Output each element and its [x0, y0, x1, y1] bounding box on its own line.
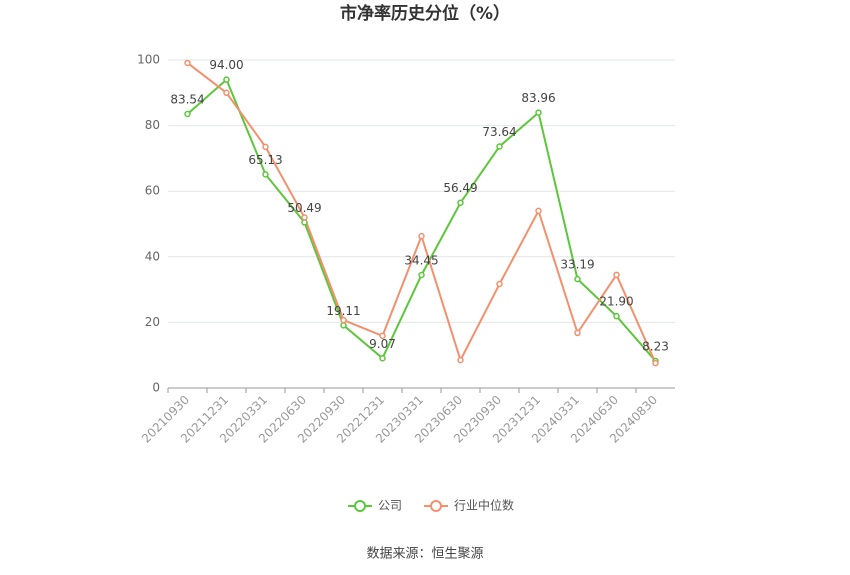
- data-point: [613, 312, 620, 320]
- data-label: 19.11: [326, 304, 360, 318]
- data-label: 8.23: [642, 340, 669, 354]
- source-note: 数据来源：恒生聚源: [366, 547, 483, 562]
- data-label: 73.64: [482, 125, 516, 139]
- data-point: [223, 89, 230, 97]
- data-point: [340, 316, 347, 324]
- data-label: 21.90: [599, 295, 633, 309]
- legend-label[interactable]: 行业中位数: [454, 498, 514, 513]
- data-point: [574, 275, 581, 283]
- y-tick-label: 40: [145, 249, 160, 263]
- y-tick-label: 100: [137, 53, 160, 67]
- data-label: 83.96: [521, 91, 555, 105]
- data-point: [262, 143, 269, 151]
- data-label: 34.45: [404, 254, 438, 268]
- legend-swatch[interactable]: [430, 500, 443, 512]
- data-label: 65.13: [248, 153, 282, 167]
- data-point: [379, 355, 386, 362]
- data-point: [457, 199, 464, 206]
- chart-title: 市净率历史分位（%）: [340, 3, 510, 24]
- data-point: [574, 329, 581, 337]
- data-point: [184, 110, 191, 118]
- series-line: [186, 78, 657, 362]
- data-point: [457, 356, 464, 364]
- y-tick-label: 60: [145, 184, 160, 198]
- data-label: 9.07: [369, 337, 396, 351]
- series-line: [186, 62, 657, 364]
- y-tick-label: 20: [145, 315, 160, 329]
- data-point: [262, 171, 269, 178]
- data-point: [379, 332, 386, 340]
- legend-label[interactable]: 公司: [378, 499, 402, 513]
- data-point: [652, 359, 659, 367]
- data-point: [223, 76, 230, 83]
- data-point: [301, 214, 308, 221]
- data-point: [418, 271, 425, 279]
- data-point: [496, 143, 503, 150]
- data-point: [535, 207, 542, 215]
- data-label: 50.49: [287, 201, 321, 215]
- legend-swatch[interactable]: [354, 500, 366, 512]
- data-point: [340, 322, 347, 329]
- data-point: [184, 59, 191, 67]
- data-point: [418, 232, 425, 240]
- data-point: [613, 271, 620, 279]
- data-label: 56.49: [443, 181, 477, 195]
- data-label: 83.54: [170, 92, 204, 106]
- y-tick-label: 80: [145, 118, 160, 132]
- data-label: 33.19: [560, 258, 594, 272]
- data-point: [496, 280, 503, 288]
- y-tick-label: 0: [152, 381, 160, 395]
- data-label: 94.00: [209, 58, 243, 72]
- data-point: [535, 109, 542, 116]
